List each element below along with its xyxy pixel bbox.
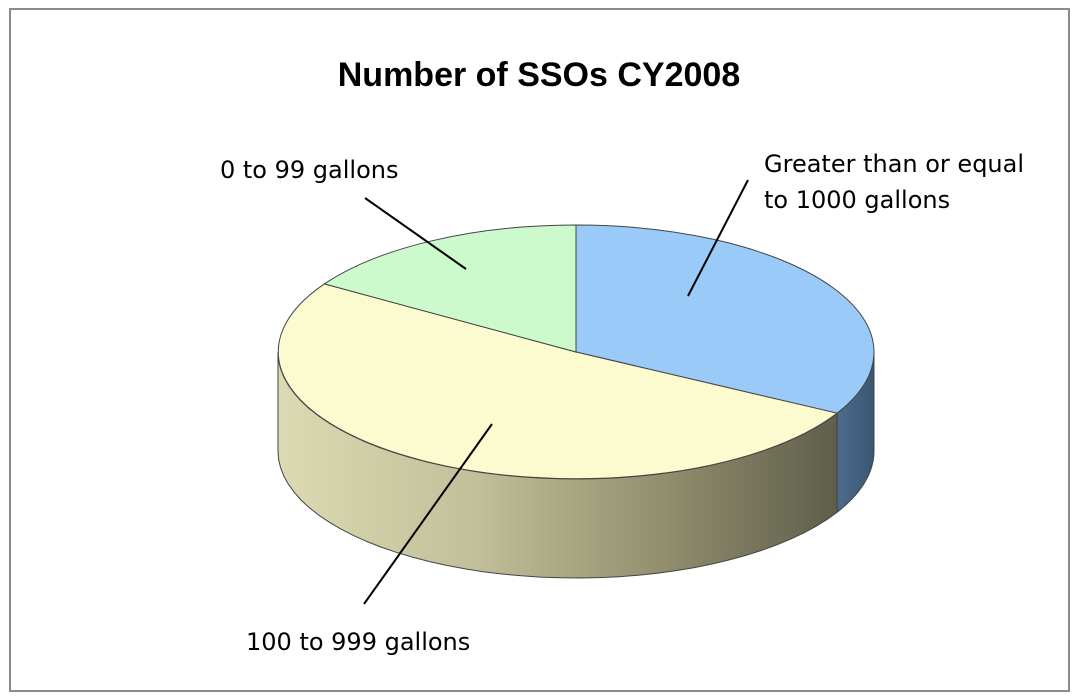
- slice-100-to-999: [277, 283, 839, 480]
- chart-title: Number of SSOs CY2008: [337, 56, 741, 94]
- leader-line-100-to-999: [363, 423, 493, 605]
- slice-greater-than-1000: [575, 224, 875, 414]
- pie-tops: [277, 224, 875, 480]
- label-greater-than-1000: Greater than or equal to 1000 gallons: [764, 150, 1032, 214]
- label-0-to-99: 0 to 99 gallons: [220, 156, 398, 184]
- label-100-to-999: 100 to 999 gallons: [246, 628, 470, 656]
- slice-0-to-99: [323, 224, 577, 353]
- leader-lines: [363, 179, 749, 605]
- leader-line-greater-than-1000: [687, 179, 749, 297]
- leader-line-0-to-99: [364, 197, 467, 270]
